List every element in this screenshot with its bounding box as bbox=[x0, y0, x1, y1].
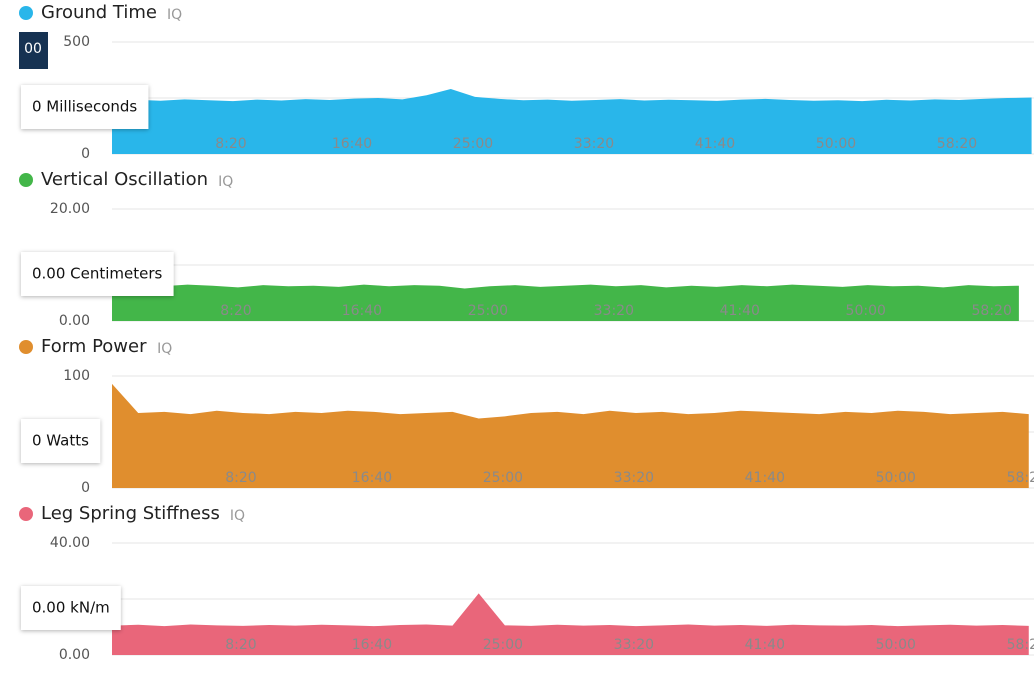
x-tick-label: 16:40 bbox=[352, 637, 392, 653]
x-tick-label: 58:20 bbox=[937, 136, 977, 152]
x-tick-label: 25:00 bbox=[483, 637, 523, 653]
y-tick-label: 0.00 bbox=[59, 647, 90, 663]
chart-panel: Vertical OscillationIQ0.0010.0020.008:20… bbox=[19, 169, 1034, 329]
legend-dot bbox=[19, 6, 33, 20]
x-tick-label: 41:40 bbox=[745, 637, 785, 653]
x-tick-label: 50:00 bbox=[846, 303, 886, 319]
tooltip-box bbox=[21, 586, 121, 630]
cursor-label: 00 bbox=[24, 41, 42, 57]
tooltip-box bbox=[21, 252, 174, 296]
x-tick-label: 50:00 bbox=[876, 470, 916, 486]
legend-dot bbox=[19, 340, 33, 354]
area bbox=[112, 593, 1029, 655]
x-tick-label: 50:00 bbox=[816, 136, 856, 152]
legend-dot bbox=[19, 173, 33, 187]
x-tick-label: 41:40 bbox=[745, 470, 785, 486]
y-tick-label: 0.00 bbox=[59, 313, 90, 329]
x-tick-label: 33:20 bbox=[574, 136, 614, 152]
y-tick-label: 40.00 bbox=[50, 535, 90, 551]
x-tick-label: 25:00 bbox=[453, 136, 493, 152]
x-tick-label: 16:40 bbox=[332, 136, 372, 152]
x-tick-label: 25:00 bbox=[468, 303, 508, 319]
x-tick-label: 25:00 bbox=[483, 470, 523, 486]
tooltip-text: 0.00 kN/m bbox=[32, 599, 110, 617]
cursor-label-box bbox=[19, 32, 48, 69]
chart-panel: Ground TimeIQ02505008:2016:4025:0033:204… bbox=[19, 2, 1034, 162]
y-tick-label: 100 bbox=[63, 368, 90, 384]
chart-title: Ground Time bbox=[41, 2, 157, 23]
iq-badge: IQ bbox=[157, 341, 172, 357]
x-tick-label: 8:20 bbox=[225, 637, 256, 653]
x-tick-label: 8:20 bbox=[220, 303, 251, 319]
tooltip-text: 0.00 Centimeters bbox=[32, 265, 163, 283]
x-tick-label: 8:20 bbox=[215, 136, 246, 152]
tooltip: 0.00 Centimeters bbox=[21, 252, 174, 296]
tooltip-box bbox=[21, 85, 149, 129]
tooltip-text: 0 Milliseconds bbox=[32, 98, 137, 116]
x-tick-label: 33:20 bbox=[614, 470, 654, 486]
tooltip: 0 Milliseconds bbox=[21, 85, 149, 129]
x-tick-label: 33:20 bbox=[614, 637, 654, 653]
chart-panel: Leg Spring StiffnessIQ0.0020.0040.008:20… bbox=[19, 503, 1034, 663]
y-tick-label: 500 bbox=[63, 34, 90, 50]
tooltip: 0.00 kN/m bbox=[21, 586, 121, 630]
area bbox=[112, 383, 1029, 488]
y-tick-label: 0 bbox=[81, 146, 90, 162]
chart-panel: Form PowerIQ0501008:2016:4025:0033:2041:… bbox=[19, 336, 1034, 496]
area bbox=[112, 284, 1019, 321]
tooltip: 0 Watts bbox=[21, 419, 101, 463]
chart-title: Form Power bbox=[41, 336, 147, 357]
area bbox=[112, 89, 1032, 154]
x-tick-label: 58:20 bbox=[972, 303, 1012, 319]
x-tick-label: 58:20 bbox=[1007, 470, 1034, 486]
iq-badge: IQ bbox=[230, 508, 245, 524]
x-tick-label: 8:20 bbox=[225, 470, 256, 486]
legend-dot bbox=[19, 507, 33, 521]
x-tick-label: 16:40 bbox=[352, 470, 392, 486]
x-tick-label: 41:40 bbox=[695, 136, 735, 152]
tooltip-text: 0 Watts bbox=[32, 432, 89, 450]
tooltip-box bbox=[21, 419, 101, 463]
x-tick-label: 58:20 bbox=[1007, 637, 1034, 653]
x-tick-label: 41:40 bbox=[720, 303, 760, 319]
iq-badge: IQ bbox=[218, 174, 233, 190]
x-tick-label: 33:20 bbox=[594, 303, 634, 319]
chart-title: Vertical Oscillation bbox=[41, 169, 208, 190]
x-tick-label: 16:40 bbox=[342, 303, 382, 319]
x-tick-label: 50:00 bbox=[876, 637, 916, 653]
y-tick-label: 0 bbox=[81, 480, 90, 496]
y-tick-label: 20.00 bbox=[50, 201, 90, 217]
chart-title: Leg Spring Stiffness bbox=[41, 503, 220, 524]
iq-badge: IQ bbox=[167, 7, 182, 23]
